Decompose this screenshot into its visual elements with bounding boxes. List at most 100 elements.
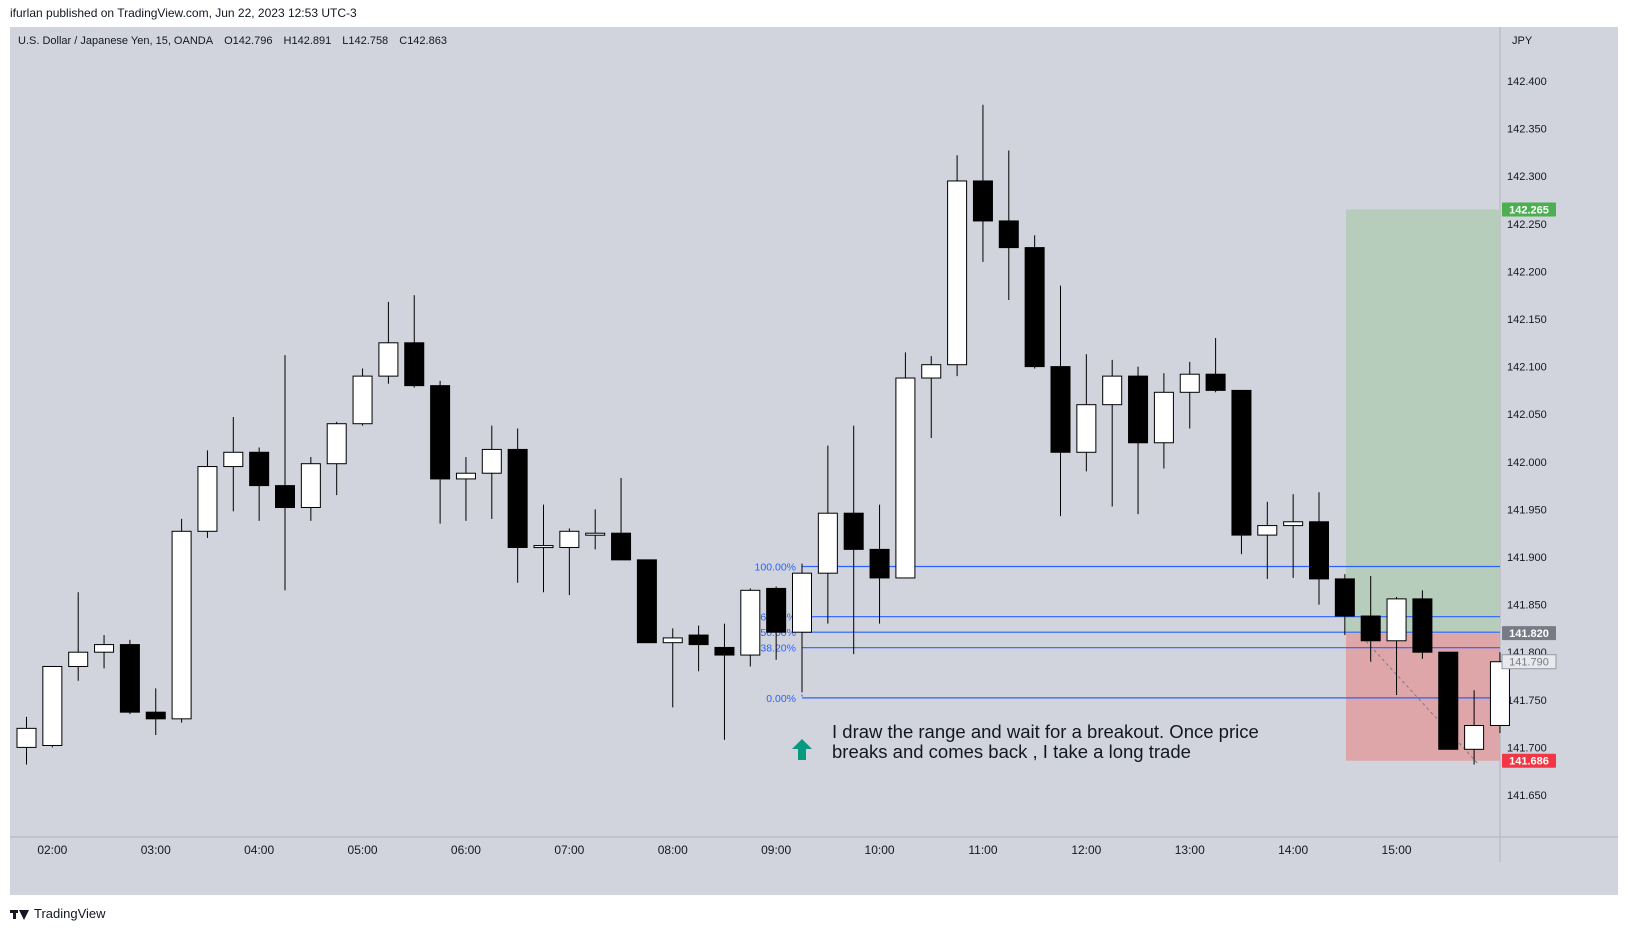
candle-body <box>1153 391 1174 444</box>
candle-body <box>326 423 347 465</box>
price-tick-label: 141.850 <box>1507 600 1547 612</box>
tradingview-logo-icon <box>10 908 30 920</box>
stop-price-tag: 141.686 <box>1509 756 1549 768</box>
time-tick-label: 10:00 <box>865 843 895 857</box>
candle-body <box>972 180 993 222</box>
candle-body <box>1309 521 1329 580</box>
time-tick-label: 04:00 <box>244 843 274 857</box>
price-tick-label: 142.000 <box>1507 457 1547 469</box>
candle-body <box>1438 651 1459 750</box>
candle-body <box>1076 404 1097 453</box>
position-path-line <box>1365 640 1479 765</box>
candle-body <box>947 180 968 366</box>
candle-body <box>378 342 399 377</box>
candle-body <box>895 377 916 579</box>
fib-level-label: 100.00% <box>755 562 796 574</box>
candle-body <box>68 651 89 667</box>
candle-body <box>1412 598 1433 653</box>
time-tick-label: 14:00 <box>1278 843 1308 857</box>
candle-body <box>430 385 451 480</box>
current-price-tag: 141.790 <box>1509 657 1549 669</box>
candle-body <box>1024 247 1045 368</box>
candle-body <box>1128 375 1149 444</box>
candle-body <box>792 572 812 633</box>
price-tick-label: 142.250 <box>1507 219 1547 231</box>
time-tick-label: 03:00 <box>141 843 171 857</box>
price-tick-label: 142.050 <box>1507 409 1547 421</box>
candle-body <box>197 466 218 532</box>
annotation-line-1: I draw the range and wait for a breakout… <box>832 721 1259 742</box>
target-price-tag-bg <box>1502 202 1556 217</box>
candle-body <box>455 472 476 480</box>
entry-price-tag-bg <box>1502 626 1556 641</box>
price-tick-label: 141.700 <box>1507 742 1547 754</box>
price-tick-label: 142.100 <box>1507 362 1547 374</box>
candle-body <box>611 532 632 561</box>
time-tick-label: 11:00 <box>968 843 997 857</box>
candle-body <box>688 634 709 646</box>
candle-body <box>275 485 295 508</box>
candle-body <box>119 644 140 713</box>
candle-body <box>869 548 890 579</box>
price-tick-label: 141.750 <box>1507 695 1547 707</box>
candle-body <box>481 448 502 474</box>
candle-body <box>249 451 270 487</box>
candle-body <box>1360 615 1381 642</box>
target-zone <box>1346 209 1500 634</box>
candle-body <box>1283 521 1304 527</box>
ohlc-high: H142.891 <box>283 35 332 47</box>
time-tick-label: 15:00 <box>1382 843 1412 857</box>
price-tick-label: 142.300 <box>1507 171 1547 183</box>
price-tick-label: 142.400 <box>1507 76 1547 88</box>
price-tick-label: 142.150 <box>1507 314 1547 326</box>
candle-body <box>1386 598 1407 642</box>
fib-level-label: 38.20% <box>760 643 796 655</box>
current-price-tag-bg <box>1501 654 1557 670</box>
time-tick-label: 05:00 <box>348 843 378 857</box>
footer-brand[interactable]: TradingView <box>10 906 106 921</box>
annotation-line-2: breaks and comes back , I take a long tr… <box>832 741 1191 762</box>
price-tick-label: 142.350 <box>1507 124 1547 136</box>
price-axis-unit: JPY <box>1512 35 1533 47</box>
time-tick-label: 07:00 <box>554 843 584 857</box>
candle-body <box>1102 375 1123 406</box>
candle-body <box>507 448 528 548</box>
arrow-up-icon <box>792 739 812 760</box>
candle-body <box>1334 578 1355 617</box>
candlestick-chart[interactable]: JPY 142.400 142.350 142.300 142.250 142.200 14… <box>10 27 1618 895</box>
time-tick-label: 09:00 <box>761 843 791 857</box>
candle-body <box>1050 366 1071 453</box>
time-tick-label: 08:00 <box>658 843 688 857</box>
footer-brand-text: TradingView <box>34 906 106 921</box>
price-tick-label: 141.650 <box>1507 790 1547 802</box>
candle-body <box>1464 725 1485 750</box>
candle-body <box>94 644 115 653</box>
candle-body <box>921 364 942 379</box>
time-tick-label: 02:00 <box>37 843 67 857</box>
candle-body <box>1179 373 1200 393</box>
candle-body <box>352 375 373 425</box>
stop-price-tag-bg <box>1502 753 1556 768</box>
trade-annotation: I draw the range and wait for a breakout… <box>832 722 1259 762</box>
candle-body <box>171 530 192 720</box>
symbol-bar: U.S. Dollar / Japanese Yen, 15, OANDA O1… <box>18 35 455 47</box>
ohlc-open: O142.796 <box>224 35 273 47</box>
time-tick-label: 06:00 <box>451 843 481 857</box>
candle-body <box>817 512 838 574</box>
price-tick-label: 141.950 <box>1507 504 1547 516</box>
candle-body <box>585 532 606 536</box>
candle-body <box>636 559 657 644</box>
candle-body <box>533 545 554 549</box>
candle-body <box>740 589 761 656</box>
candle-body <box>1489 661 1510 727</box>
fib-level-label: 0.00% <box>766 693 796 705</box>
candle-body <box>1231 389 1252 536</box>
chart-frame[interactable]: JPY 142.400 142.350 142.300 142.250 142.200 14… <box>10 27 1618 895</box>
symbol-title: U.S. Dollar / Japanese Yen, 15, OANDA <box>18 35 214 47</box>
candle-body <box>1205 373 1226 391</box>
price-tick-label: 142.200 <box>1507 266 1547 278</box>
candle-body <box>404 342 425 387</box>
candle-body <box>145 711 166 720</box>
ohlc-low: L142.758 <box>342 35 389 47</box>
candle-body <box>223 451 244 468</box>
